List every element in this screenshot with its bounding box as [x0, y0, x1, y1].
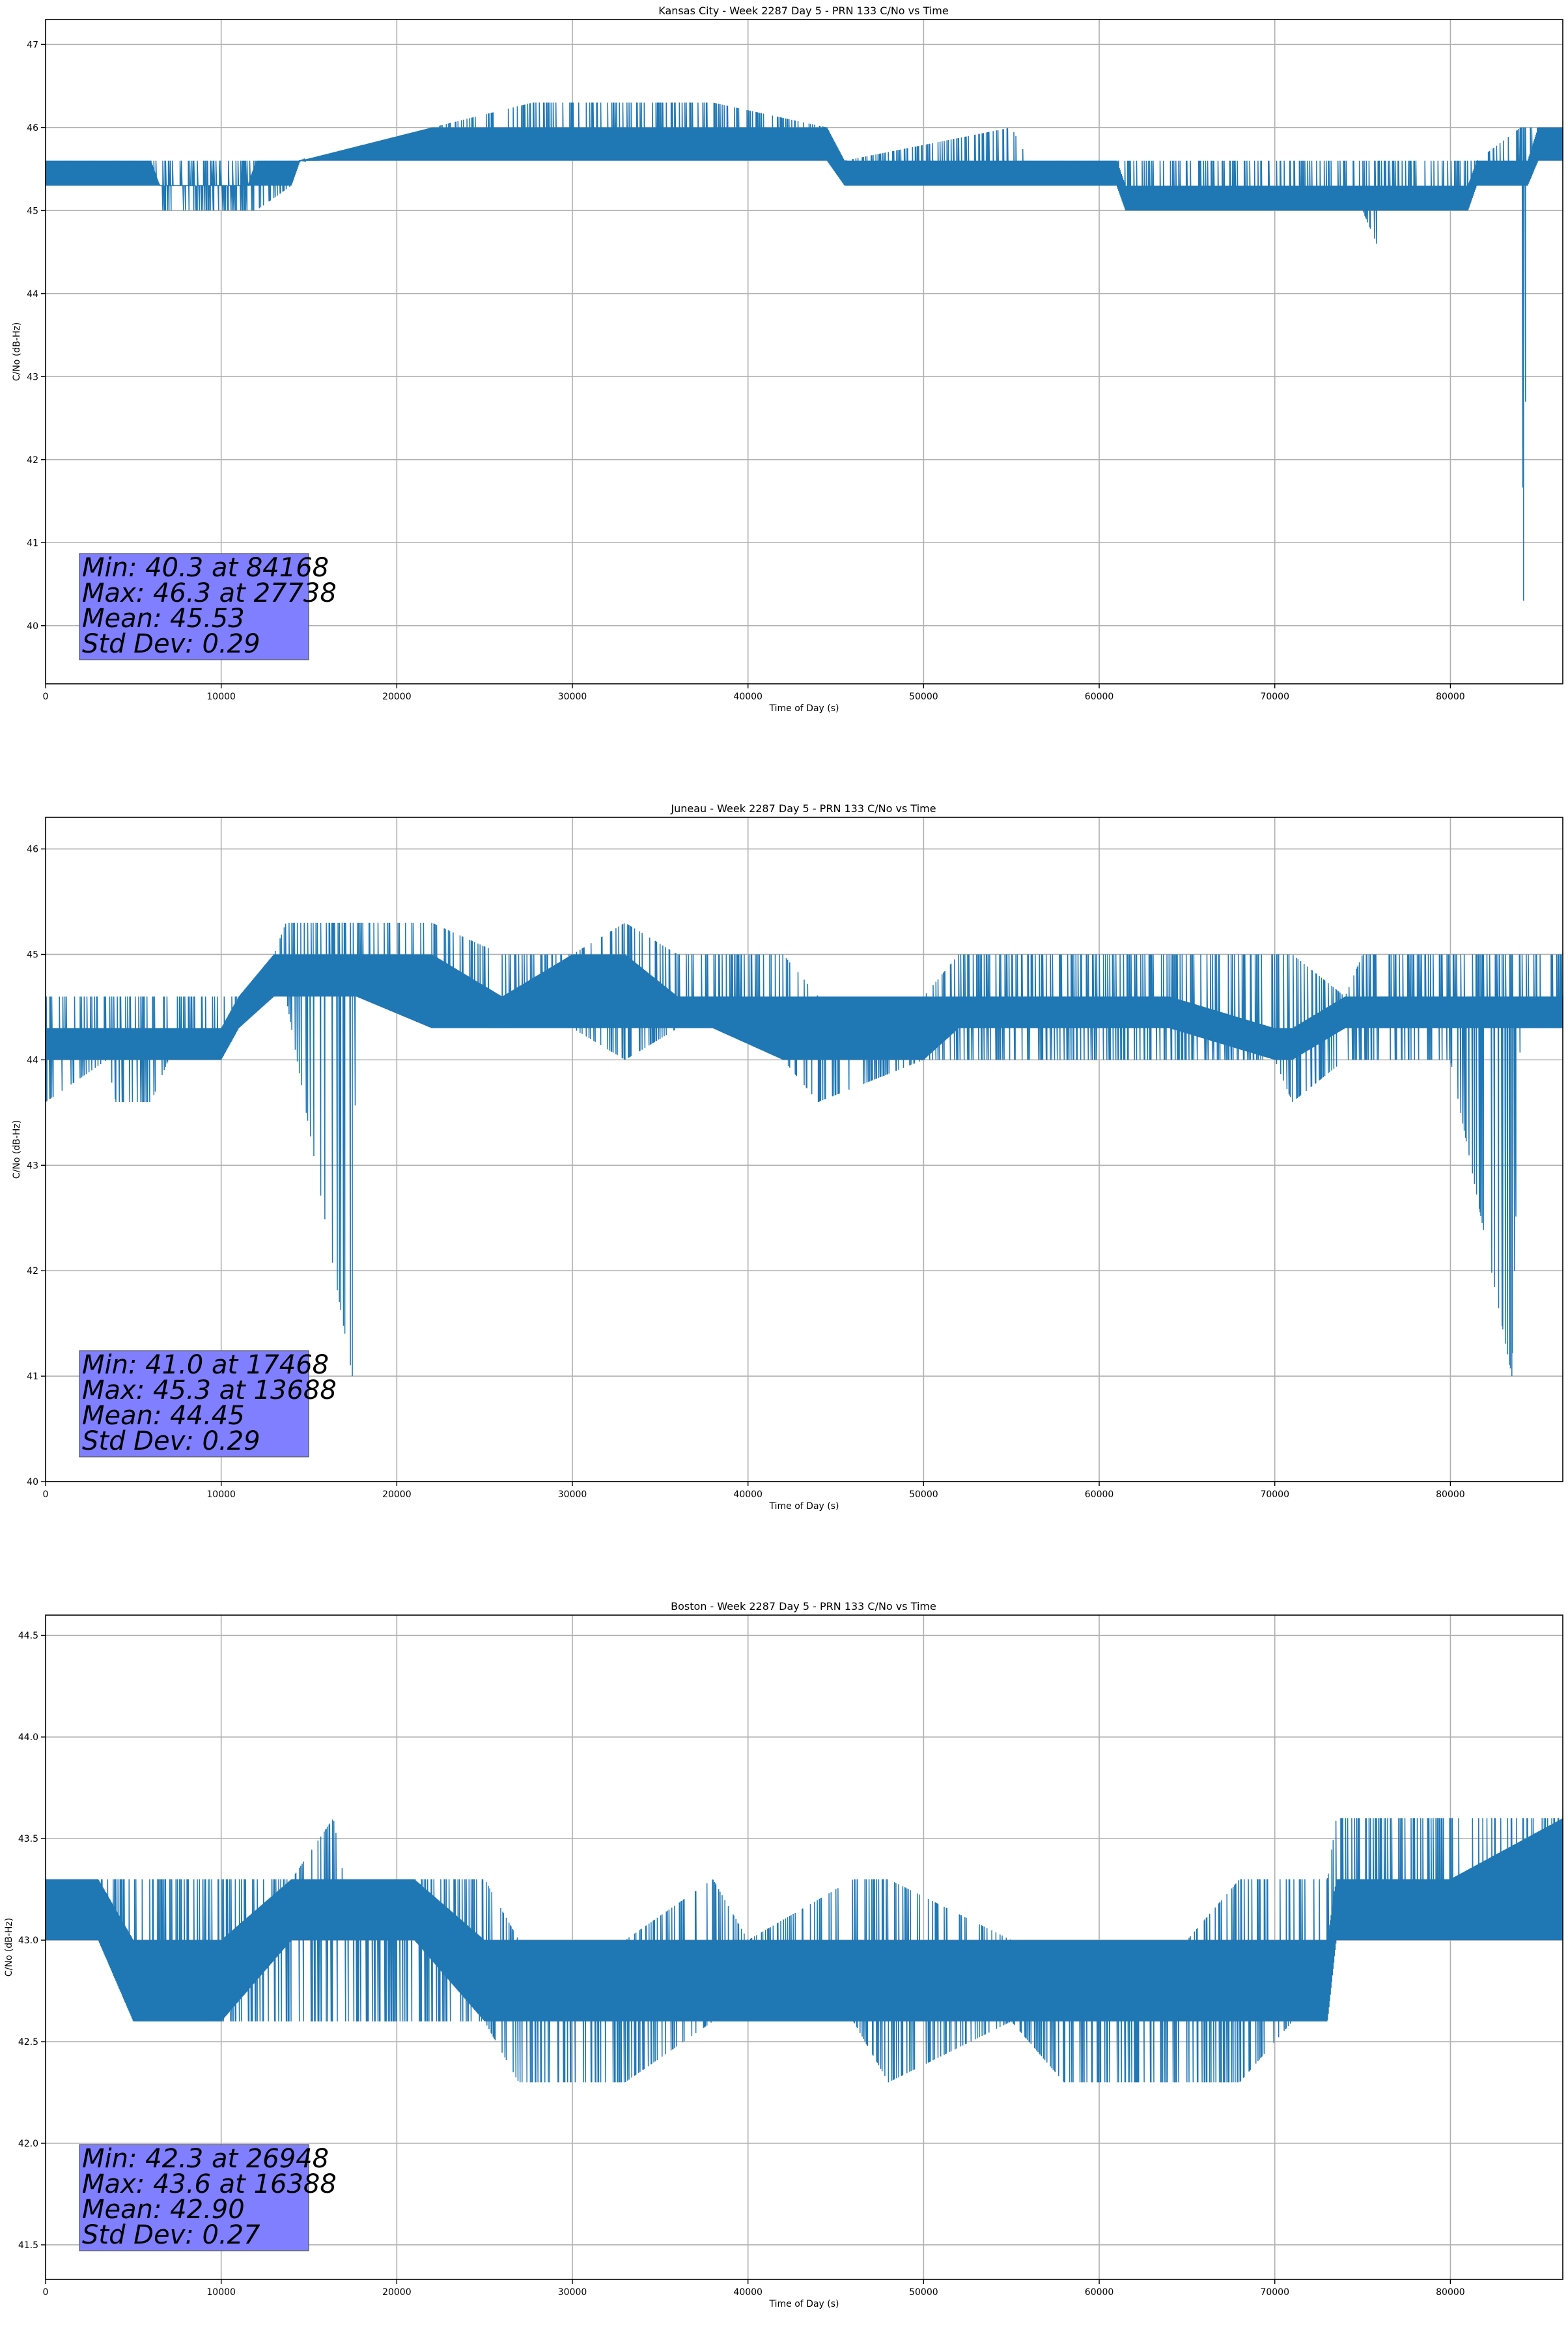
y-tick-label: 43.5	[18, 1834, 38, 1844]
stat-min: Min: 40.3 at 84168	[82, 553, 329, 583]
x-tick-label: 20000	[382, 2287, 412, 2298]
x-tick-label: 50000	[909, 692, 938, 702]
axis-ticks: 0 10000 20000 30000 40000 50000 60000 70000 8000…	[27, 845, 1465, 1500]
stat-max: Max: 43.6 at 16388	[82, 2169, 337, 2199]
y-tick-label: 40	[27, 621, 38, 632]
y-axis-label: C/No (dB-Hz)	[12, 322, 22, 381]
axis-ticks: 0 10000 20000 30000 40000 50000 60000 70000 8000…	[27, 40, 1465, 702]
chart-title: Kansas City - Week 2287 Day 5 - PRN 133 …	[658, 5, 948, 17]
stats-box: Min: 40.3 at 84168 Max: 46.3 at 27738 Me…	[79, 553, 337, 660]
x-tick-label: 70000	[1260, 1489, 1289, 1500]
x-tick-label: 0	[43, 2287, 49, 2298]
x-tick-label: 80000	[1436, 2287, 1465, 2298]
x-tick-label: 60000	[1085, 692, 1114, 702]
cno-trace	[45, 102, 1563, 601]
plot-frame	[45, 1614, 1563, 2280]
y-tick-label: 44.0	[18, 1732, 38, 1743]
x-tick-label: 70000	[1260, 692, 1289, 702]
chart-title: Juneau - Week 2287 Day 5 - PRN 133 C/No …	[670, 802, 936, 815]
cno-series-line	[45, 102, 1563, 601]
stat-min: Min: 42.3 at 26948	[82, 2144, 329, 2174]
y-tick-label: 43	[27, 372, 38, 382]
stats-box-background	[79, 553, 309, 660]
x-tick-label: 80000	[1436, 692, 1465, 702]
x-tick-label: 60000	[1085, 1489, 1114, 1500]
x-tick-label: 0	[43, 1489, 49, 1500]
stats-box: Min: 41.0 at 17468 Max: 45.3 at 13688 Me…	[79, 1350, 337, 1458]
y-tick-label: 41.5	[18, 2240, 38, 2251]
x-tick-label: 10000	[206, 2287, 236, 2298]
cno-trace	[45, 922, 1563, 1377]
y-tick-label: 47	[27, 40, 38, 50]
stat-std-dev: Std Dev: 0.29	[82, 1426, 260, 1456]
x-axis-label: Time of Day (s)	[769, 703, 839, 714]
axis-ticks: 0 10000 20000 30000 40000 50000 60000 70000 8000…	[18, 1631, 1465, 2298]
x-tick-label: 0	[43, 692, 49, 702]
x-tick-label: 20000	[382, 692, 412, 702]
x-tick-label: 70000	[1260, 2287, 1289, 2298]
x-tick-label: 10000	[206, 692, 236, 702]
x-axis-label: Time of Day (s)	[769, 2299, 839, 2309]
y-tick-label: 42	[27, 1266, 38, 1276]
stats-box-background	[79, 2144, 309, 2251]
x-tick-label: 80000	[1436, 1489, 1465, 1500]
x-tick-label: 40000	[733, 2287, 763, 2298]
cno-series-line	[45, 1818, 1563, 2083]
y-tick-label: 42	[27, 455, 38, 466]
x-axis-label: Time of Day (s)	[769, 1501, 839, 1512]
stats-box: Min: 42.3 at 26948 Max: 43.6 at 16388 Me…	[79, 2144, 337, 2251]
y-tick-label: 42.0	[18, 2139, 38, 2149]
y-tick-label: 44.5	[18, 1631, 38, 1641]
y-tick-label: 44	[27, 1055, 38, 1065]
y-tick-label: 46	[27, 845, 38, 855]
x-tick-label: 30000	[558, 1489, 587, 1500]
x-tick-label: 40000	[733, 1489, 763, 1500]
stat-max: Max: 45.3 at 13688	[82, 1375, 337, 1405]
stat-mean: Mean: 44.45	[82, 1401, 245, 1431]
x-tick-label: 30000	[558, 2287, 587, 2298]
stat-std-dev: Std Dev: 0.29	[82, 629, 260, 659]
y-tick-label: 44	[27, 289, 38, 300]
cno-trace	[45, 1818, 1563, 2083]
x-tick-label: 30000	[558, 692, 587, 702]
x-tick-label: 40000	[733, 692, 763, 702]
y-tick-label: 45	[27, 950, 38, 960]
stats-box-background	[79, 1350, 309, 1458]
kansas-city-chart: Kansas City - Week 2287 Day 5 - PRN 133 …	[12, 5, 1563, 714]
y-tick-label: 45	[27, 206, 38, 216]
stat-mean: Mean: 42.90	[82, 2195, 245, 2225]
y-axis-label: C/No (dB-Hz)	[4, 1918, 14, 1977]
grid-lines	[46, 20, 1563, 684]
y-tick-label: 41	[27, 538, 38, 548]
plot-frame	[45, 817, 1563, 1482]
y-tick-label: 43.0	[18, 1936, 38, 1946]
y-tick-label: 43	[27, 1161, 38, 1171]
x-tick-label: 60000	[1085, 2287, 1114, 2298]
stat-max: Max: 46.3 at 27738	[82, 578, 337, 608]
cno-series-line	[45, 922, 1563, 1377]
chart-title: Boston - Week 2287 Day 5 - PRN 133 C/No …	[671, 1600, 936, 1613]
y-tick-label: 46	[27, 123, 38, 134]
stat-mean: Mean: 45.53	[82, 604, 245, 634]
x-tick-label: 20000	[382, 1489, 412, 1500]
boston-chart: Boston - Week 2287 Day 5 - PRN 133 C/No …	[4, 1600, 1563, 2309]
y-tick-label: 42.5	[18, 2037, 38, 2048]
juneau-chart: Juneau - Week 2287 Day 5 - PRN 133 C/No …	[12, 802, 1563, 1512]
y-tick-label: 41	[27, 1372, 38, 1382]
x-tick-label: 50000	[909, 1489, 938, 1500]
x-tick-label: 10000	[206, 1489, 236, 1500]
stat-min: Min: 41.0 at 17468	[82, 1350, 329, 1380]
y-tick-label: 40	[27, 1477, 38, 1487]
plot-frame	[45, 19, 1563, 684]
y-axis-label: C/No (dB-Hz)	[12, 1120, 22, 1179]
stat-std-dev: Std Dev: 0.27	[82, 2220, 260, 2250]
x-tick-label: 50000	[909, 2287, 938, 2298]
